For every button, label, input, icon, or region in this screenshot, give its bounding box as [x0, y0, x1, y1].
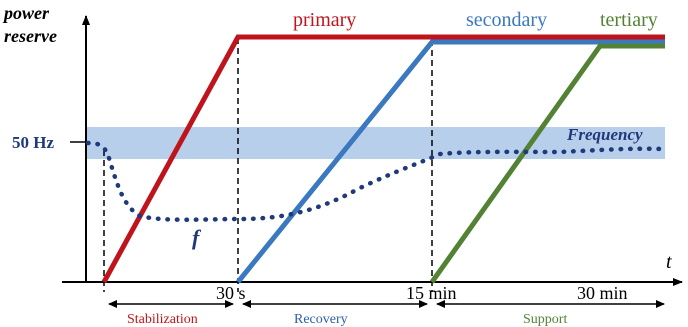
frequency-curve-label: f	[192, 225, 202, 250]
phase-label-support: Support	[523, 312, 567, 327]
frequency-band-label: Frequency	[566, 125, 643, 144]
frequency-curve	[85, 140, 665, 222]
secondary-reserve-line	[236, 39, 665, 284]
phase-label-recovery: Recovery	[294, 312, 348, 327]
y-axis-label-line2: reserve	[4, 26, 57, 46]
y-axis-label-line1: power	[2, 3, 50, 23]
tertiary-label: tertiary	[600, 9, 658, 31]
primary-reserve-line	[101, 34, 665, 284]
y-tick-label: 50 Hz	[12, 133, 54, 152]
phase-label-stabilization: Stabilization	[127, 312, 198, 327]
time-dividers	[103, 38, 433, 292]
secondary-label: secondary	[466, 9, 547, 31]
time-mark-30min: 30 min	[577, 283, 628, 303]
primary-label: primary	[293, 9, 356, 31]
tertiary-reserve-line	[429, 43, 665, 284]
time-mark-30s: 30 s	[216, 283, 246, 303]
time-mark-15min: 15 min	[406, 283, 457, 303]
x-axis-label: t	[666, 251, 672, 273]
